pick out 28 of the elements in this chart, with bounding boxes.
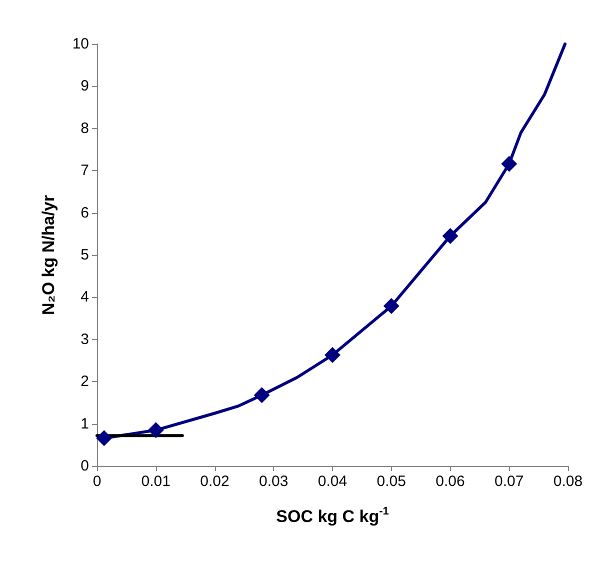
y-tick-label: 8 — [80, 120, 89, 137]
y-tick-label: 3 — [80, 330, 89, 348]
point — [254, 387, 270, 404]
x-tick-label: 0.06 — [436, 473, 465, 490]
point — [501, 156, 518, 172]
y-tick-label: 5 — [80, 246, 89, 264]
y-tick-label: 4 — [80, 288, 89, 306]
y-tick-label: 2 — [80, 373, 89, 390]
y-tick-label: 6 — [80, 204, 89, 222]
x-tick-label: 0.07 — [494, 473, 524, 490]
point — [383, 298, 400, 314]
point — [442, 228, 458, 244]
x-tick-label: 0.02 — [200, 473, 230, 490]
y-tick-label: 10 — [72, 36, 89, 52]
x-tick-label: 0.01 — [141, 473, 170, 490]
point — [324, 347, 340, 364]
x-tick-label: 0.04 — [318, 473, 348, 490]
y-axis-title: N₂O kg N/ha/yr — [39, 194, 58, 315]
y-tick-label: 1 — [80, 415, 89, 432]
y-tick-label: 9 — [80, 78, 89, 95]
x-tick-label: 0 — [92, 473, 102, 490]
point — [148, 422, 164, 438]
x-tick-label: 0.03 — [259, 473, 288, 490]
point — [96, 430, 112, 446]
y-tick-label: 7 — [80, 162, 89, 180]
x-tick-label: 0.05 — [376, 473, 406, 490]
x-tick-label: 0.08 — [553, 473, 583, 490]
y-tick-label: 0 — [80, 458, 89, 474]
